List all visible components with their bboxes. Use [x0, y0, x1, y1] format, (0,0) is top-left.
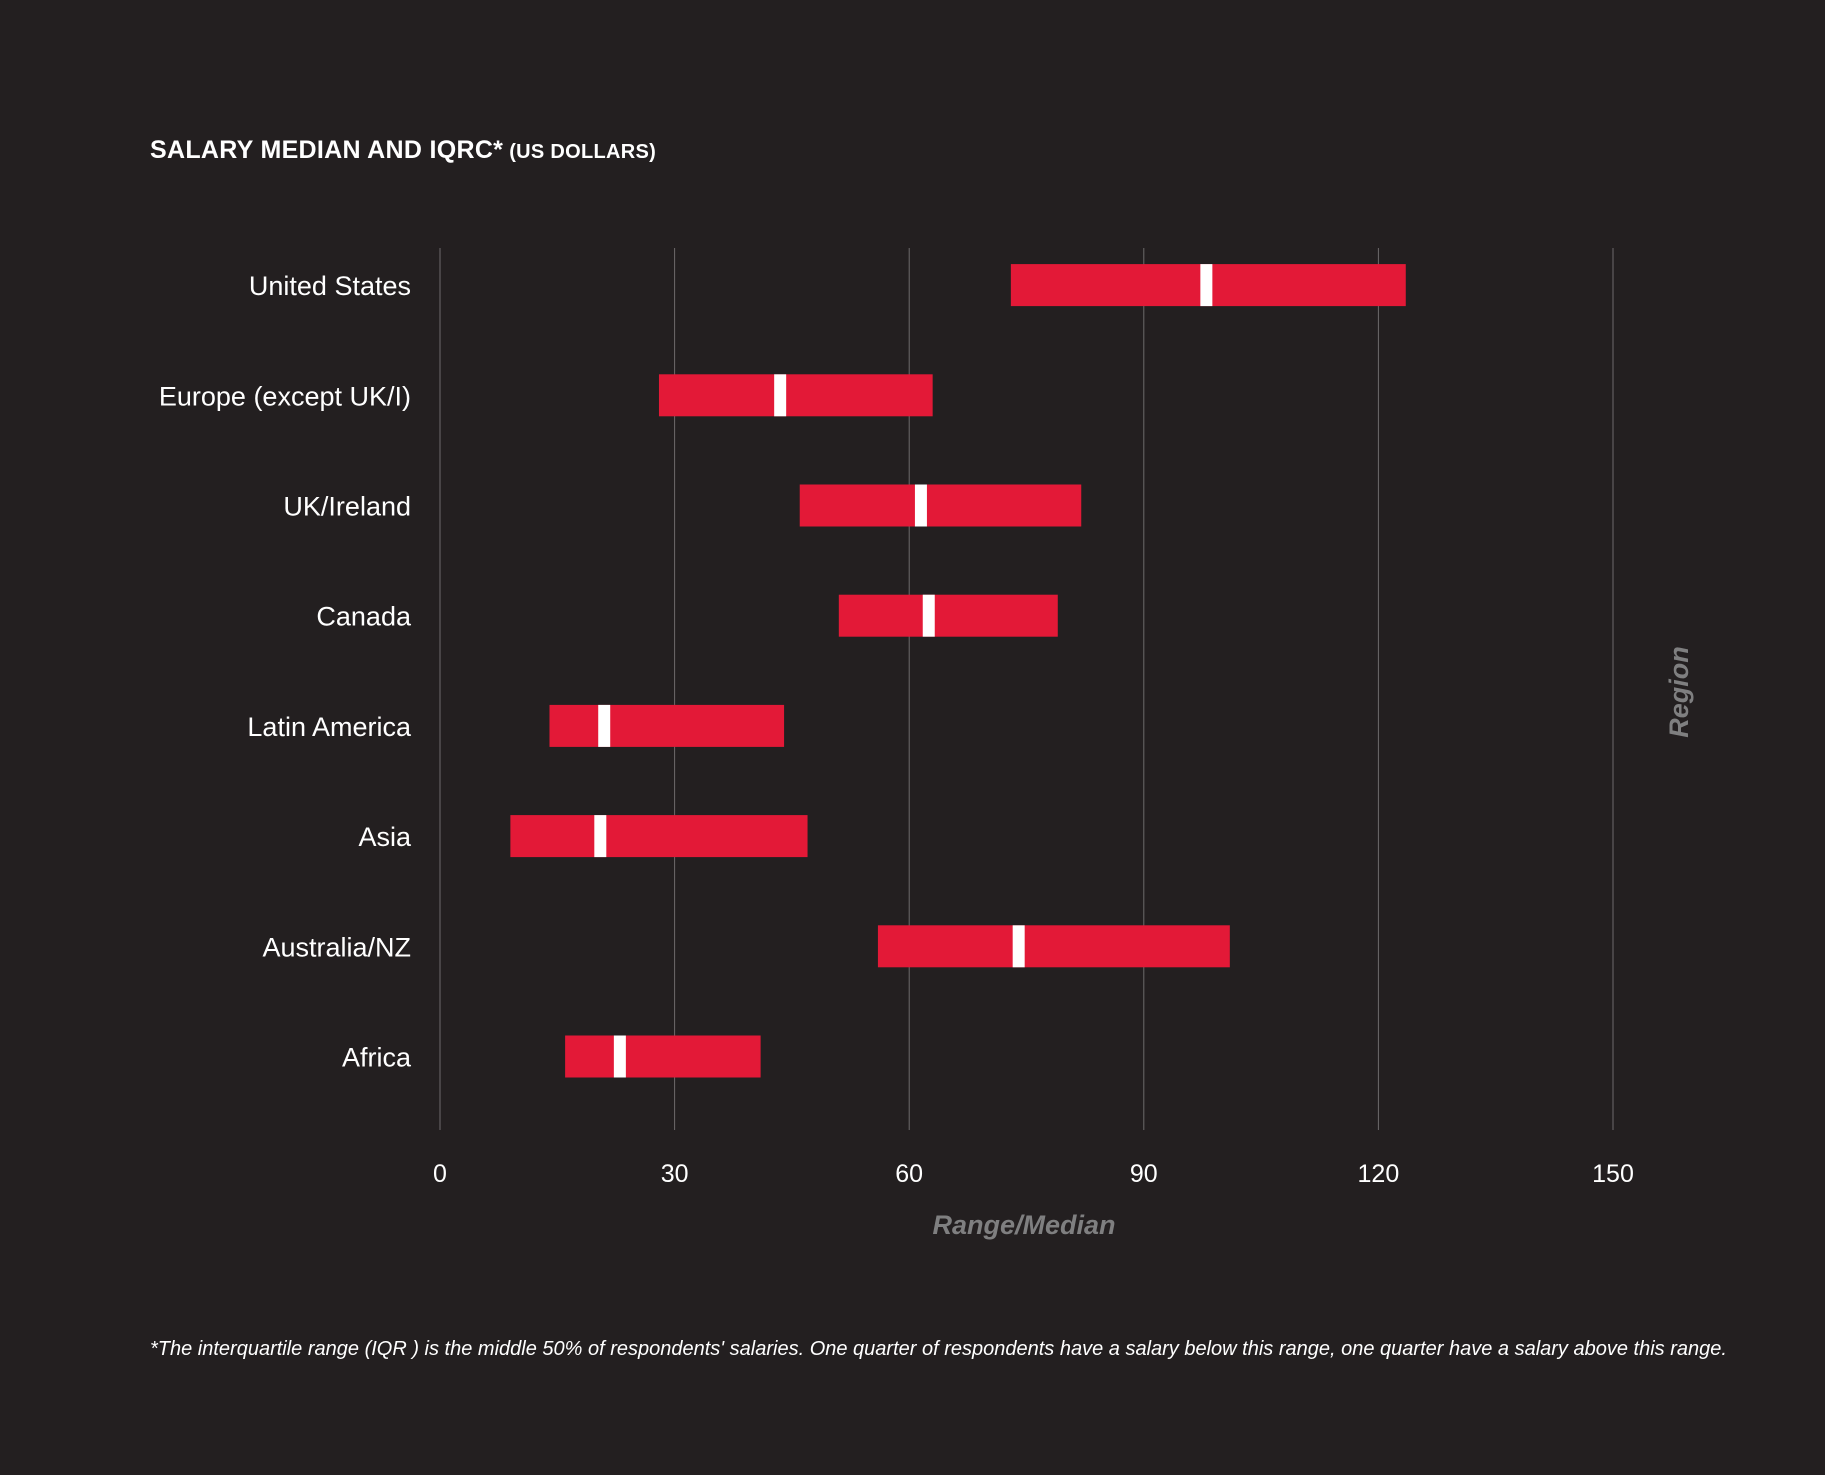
- iqr-bar: [658, 374, 933, 417]
- chart-title-text: SALARY MEDIAN AND IQRC*: [150, 136, 504, 164]
- median-marker: [613, 1035, 626, 1078]
- median-marker: [922, 594, 935, 637]
- iqr-bar: [877, 925, 1230, 968]
- category-label: Asia: [358, 822, 412, 852]
- category-labels: United States Europe (except UK/I) UK/Irel…: [159, 271, 412, 1072]
- footnote: *The interquartile range (IQR ) is the m…: [150, 1338, 1727, 1360]
- x-tick-label-120: 120: [1358, 1160, 1400, 1188]
- bars: [510, 264, 1406, 1078]
- x-tick-label-0: 0: [433, 1160, 447, 1188]
- chart-title: SALARY MEDIAN AND IQRC* (US DOLLARS): [150, 136, 656, 165]
- category-label: Europe (except UK/I): [159, 381, 411, 411]
- x-axis-title: Range/Median: [932, 1210, 1115, 1240]
- iqr-bar: [799, 484, 1082, 527]
- gridlines: [439, 248, 1614, 1130]
- median-marker: [914, 484, 927, 527]
- x-tick-label-150: 150: [1592, 1160, 1634, 1188]
- median-marker: [1012, 925, 1025, 968]
- iqr-bar: [838, 594, 1058, 637]
- category-label: United States: [249, 271, 411, 301]
- median-marker: [1200, 264, 1213, 307]
- category-label: Latin America: [247, 712, 412, 742]
- median-marker: [594, 815, 607, 858]
- iqr-bar: [565, 1035, 761, 1078]
- chart-subtitle: (US DOLLARS): [509, 141, 657, 163]
- iqr-bar: [510, 815, 808, 858]
- y-axis-title: Region: [1664, 646, 1694, 738]
- category-label: UK/Ireland: [283, 492, 411, 522]
- median-marker: [774, 374, 787, 417]
- x-tick-labels: 0 30 60 90 120 150: [433, 1160, 1634, 1188]
- median-marker: [598, 704, 611, 747]
- x-tick-label-90: 90: [1130, 1160, 1158, 1188]
- category-label: Canada: [316, 602, 412, 632]
- x-tick-label-30: 30: [661, 1160, 689, 1188]
- iqr-bar: [549, 704, 785, 747]
- category-label: Africa: [342, 1043, 412, 1073]
- x-tick-label-60: 60: [895, 1160, 923, 1188]
- category-label: Australia/NZ: [262, 932, 411, 962]
